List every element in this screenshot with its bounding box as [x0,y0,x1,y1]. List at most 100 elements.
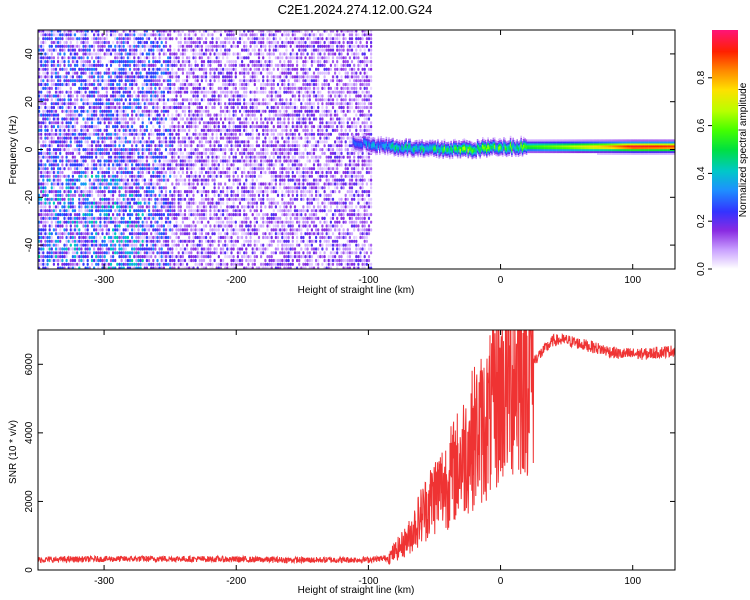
heat-cell [179,193,182,197]
heat-cell [175,125,178,129]
heat-cell [118,117,121,121]
heat-cell [59,37,62,41]
heat-cell [42,251,45,255]
heat-cell [154,105,157,110]
heat-cell [99,136,102,140]
heat-cell [249,52,252,56]
heat-cell [150,151,153,155]
heat-cell [38,125,41,129]
heat-cell [80,239,83,243]
heat-cell [101,79,104,83]
heat-cell [224,40,227,45]
heat-cell [42,205,45,209]
heat-cell [71,109,74,113]
heat-cell [154,209,157,213]
heat-cell [207,33,210,37]
heat-cell [135,113,138,117]
heat-cell [164,262,168,266]
heat-cell [42,56,45,60]
heat-cell [253,262,256,266]
heat-cell [207,102,210,106]
heat-cell [57,82,60,87]
heat-cell [243,232,246,236]
heat-cell [245,151,248,155]
heat-cell [84,52,87,56]
heat-cell [228,197,231,201]
heat-cell [196,86,199,90]
heat-cell [232,213,235,217]
heat-cell [238,132,242,136]
heat-cell [54,37,58,41]
heat-cell [158,75,161,79]
heat-cell [135,44,138,48]
heat-cell [78,113,81,117]
heat-cell [86,52,89,56]
heat-cell [50,109,53,113]
heat-cell [150,33,153,37]
heat-cell [175,224,178,228]
heat-cell [198,190,201,194]
heat-cell [257,167,261,171]
heat-cell [148,209,151,213]
heat-cell [243,209,246,213]
heat-cell [154,213,157,217]
heat-cell [243,63,246,67]
heat-cell [181,98,184,102]
heat-cell [126,56,129,60]
heat-cell [211,197,214,201]
heat-cell [198,235,201,240]
heat-cell [46,52,49,56]
heat-cell [97,224,100,228]
heat-cell [245,44,248,48]
heat-cell [44,136,47,140]
heat-cell [57,220,60,224]
heat-cell [219,232,222,236]
heat-cell [46,94,49,98]
heat-cell [40,48,43,52]
heat-cell [211,159,214,163]
heat-cell [54,140,58,144]
heat-cell [251,262,254,266]
heat-cell [93,247,96,251]
heat-cell [245,213,248,217]
heat-cell [253,201,256,205]
heat-cell [175,220,178,224]
heat-cell [175,37,178,41]
heat-cell [133,37,136,41]
heat-cell [116,37,119,41]
heat-cell [105,33,108,37]
heat-cell [114,182,117,186]
heat-cell [156,128,159,132]
heat-cell [99,98,102,102]
heat-cell [156,201,159,205]
heat-cell [219,209,222,213]
heat-cell [63,117,66,121]
heat-cell [219,190,222,194]
heat-cell [205,224,208,228]
heat-cell [198,40,201,45]
heat-cell [73,109,77,113]
heat-cell [181,159,184,163]
heat-cell [124,132,127,136]
heat-cell [122,102,125,106]
heat-cell [158,213,161,217]
heat-cell [234,67,237,71]
heat-cell [222,243,225,247]
heat-cell [245,144,248,148]
heat-cell [95,71,98,75]
heat-cell [105,79,108,83]
heat-cell [103,190,106,194]
heat-cell [116,60,119,64]
heat-cell [236,167,239,171]
heat-cell [190,155,193,159]
heat-cell [82,52,85,56]
heat-cell [160,117,163,121]
heat-cell [224,52,227,56]
heat-cell [169,105,172,110]
heat-cell [90,113,94,117]
heat-cell [243,44,246,48]
heat-cell [171,90,174,94]
heat-cell [169,71,172,75]
heat-cell [82,163,85,167]
heat-cell [158,193,161,197]
